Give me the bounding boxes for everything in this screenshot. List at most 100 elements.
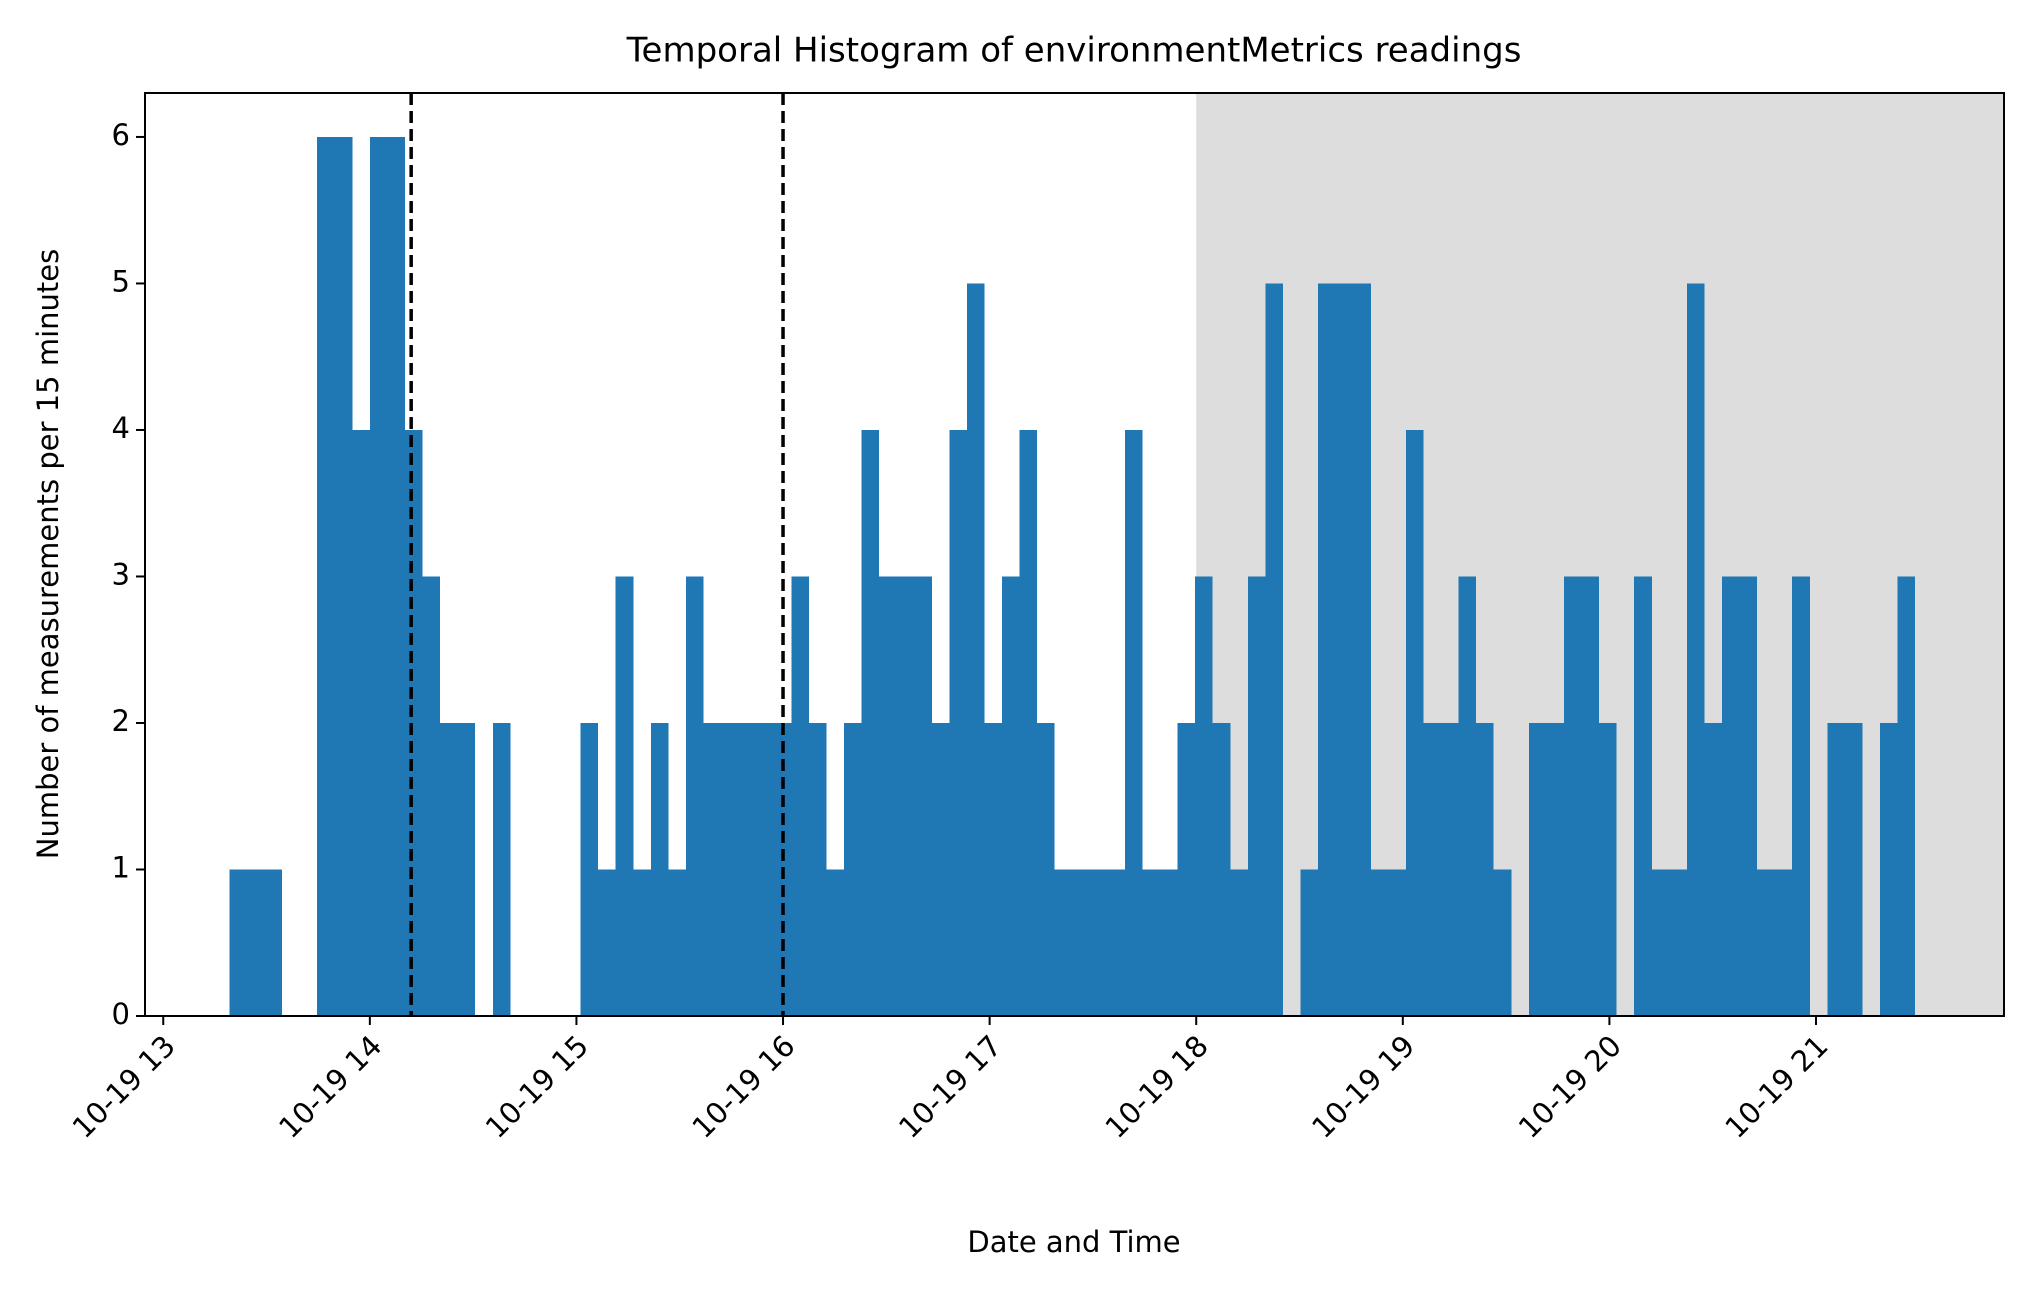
bar xyxy=(229,869,247,1016)
bar xyxy=(703,722,722,1016)
bar xyxy=(808,722,827,1016)
bar xyxy=(1686,283,1705,1016)
bar xyxy=(721,722,739,1016)
bar xyxy=(1897,576,1916,1016)
bar xyxy=(1774,869,1793,1016)
bar xyxy=(1546,722,1564,1016)
bar xyxy=(1142,869,1161,1016)
x-tick-label: 10-19 19 xyxy=(1305,1029,1421,1145)
bar xyxy=(1599,722,1617,1016)
bar xyxy=(1124,429,1143,1016)
bar xyxy=(1037,722,1055,1016)
y-tick-label: 1 xyxy=(112,850,130,884)
bar xyxy=(1265,283,1283,1016)
bar xyxy=(1458,576,1477,1016)
bar xyxy=(1792,576,1810,1016)
bar xyxy=(1107,869,1125,1016)
y-tick-label: 2 xyxy=(112,704,130,738)
bar xyxy=(1651,869,1670,1016)
bar xyxy=(615,576,634,1016)
bar xyxy=(440,722,458,1016)
bar xyxy=(1476,722,1494,1016)
bar xyxy=(1563,576,1582,1016)
x-tick-label: 10-19 18 xyxy=(1099,1029,1215,1145)
x-tick-label: 10-19 17 xyxy=(892,1029,1008,1145)
bar xyxy=(668,869,686,1016)
bar xyxy=(1353,283,1371,1016)
bar xyxy=(334,136,353,1016)
y-tick-label: 0 xyxy=(112,997,130,1031)
bar xyxy=(756,722,774,1016)
bar xyxy=(1721,576,1740,1016)
bar xyxy=(1388,869,1406,1016)
bar xyxy=(1019,429,1038,1016)
bar xyxy=(1441,722,1459,1016)
axes-frame xyxy=(144,92,2005,1017)
bar xyxy=(1230,869,1248,1016)
bar xyxy=(949,429,967,1016)
bar xyxy=(1528,722,1547,1016)
bar xyxy=(738,722,757,1016)
bar xyxy=(1370,869,1389,1016)
bar xyxy=(1669,869,1687,1016)
bar xyxy=(492,722,511,1016)
x-tick-label: 10-19 14 xyxy=(272,1029,388,1145)
bar xyxy=(966,283,985,1016)
bar xyxy=(1335,283,1354,1016)
x-tick-label: 10-19 16 xyxy=(685,1029,801,1145)
bar xyxy=(1880,722,1898,1016)
bar xyxy=(861,429,880,1016)
x-tick-label: 10-19 21 xyxy=(1718,1029,1834,1145)
bar xyxy=(791,576,809,1016)
x-tick-label: 10-19 15 xyxy=(479,1029,595,1145)
bar xyxy=(1318,283,1336,1016)
bar xyxy=(1493,869,1512,1016)
bar xyxy=(1704,722,1722,1016)
bar xyxy=(1160,869,1178,1016)
bar xyxy=(580,722,599,1016)
bar xyxy=(598,869,616,1016)
bar xyxy=(1844,722,1863,1016)
bar xyxy=(352,429,370,1016)
bar xyxy=(1423,722,1442,1016)
y-tick-label: 3 xyxy=(112,557,130,591)
x-tick-label: 10-19 13 xyxy=(66,1029,182,1145)
bar xyxy=(1212,722,1231,1016)
y-tick-label: 6 xyxy=(112,118,130,152)
bar xyxy=(1300,869,1319,1016)
bar xyxy=(317,136,335,1016)
bar xyxy=(1827,722,1845,1016)
x-tick-label: 10-19 20 xyxy=(1512,1029,1628,1145)
bar xyxy=(404,429,423,1016)
bar xyxy=(879,576,897,1016)
bar xyxy=(896,576,915,1016)
plot-area xyxy=(229,93,2004,1016)
y-axis-label: Number of measurements per 15 minutes xyxy=(31,249,65,859)
bar xyxy=(1247,576,1266,1016)
bar xyxy=(264,869,283,1016)
y-tick-label: 4 xyxy=(112,411,130,445)
bar xyxy=(1072,869,1090,1016)
bar xyxy=(984,722,1003,1016)
bar xyxy=(457,722,476,1016)
bar xyxy=(1195,576,1213,1016)
bar xyxy=(1054,869,1073,1016)
bar xyxy=(387,136,405,1016)
bar xyxy=(1581,576,1600,1016)
bar xyxy=(914,576,932,1016)
bar xyxy=(369,136,388,1016)
bar xyxy=(1089,869,1108,1016)
bar xyxy=(826,869,844,1016)
bar xyxy=(246,869,265,1016)
bar xyxy=(843,722,862,1016)
bar xyxy=(1739,576,1758,1016)
chart-title: Temporal Histogram of environmentMetrics… xyxy=(626,31,1522,71)
y-tick-label: 5 xyxy=(112,264,130,298)
bar xyxy=(1757,869,1775,1016)
bar xyxy=(1177,722,1196,1016)
x-axis-label: Date and Time xyxy=(967,1225,1180,1259)
bar xyxy=(633,869,651,1016)
bar xyxy=(1002,576,1020,1016)
